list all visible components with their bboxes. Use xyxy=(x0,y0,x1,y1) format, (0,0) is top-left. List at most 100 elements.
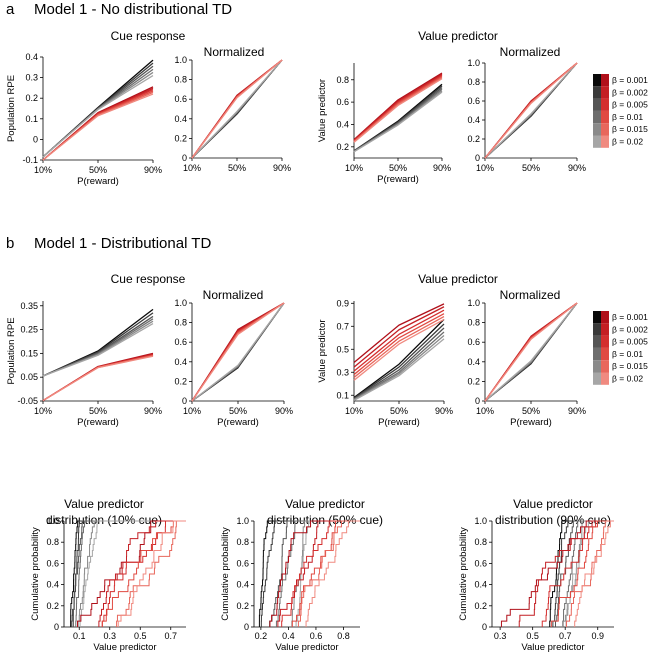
a_cue_norm-ytick-label-2: 0.4 xyxy=(174,114,187,124)
a_cue-ytick-label-5: 0.4 xyxy=(25,52,38,62)
cdf10-grey-cdf-1 xyxy=(71,520,186,627)
a_cue_norm-ytick-label-0: 0 xyxy=(182,153,187,163)
b_val_norm-red-series-4 xyxy=(484,302,578,402)
b_cue-xtick-label-1: 50% xyxy=(89,406,107,416)
cdf90-red-cdf-5 xyxy=(574,520,614,627)
a_cue-ylabel: Population RPE xyxy=(6,75,17,142)
a_val_norm-grey-series-2 xyxy=(484,62,578,159)
a_val_norm-grey-series-1 xyxy=(484,62,578,159)
a_val_norm-ytick-label-2: 0.4 xyxy=(467,115,480,125)
cdf10-red-cdf-5 xyxy=(117,520,186,627)
cdf90-chart: 0 0.2 0.4 0.6 0.8 1.0 0.3 0.5 0.7 0.9 Value predic… xyxy=(458,516,614,653)
b_val-ytick-label-3: 0.7 xyxy=(336,321,349,331)
cdf90-ytick-label-0: 0 xyxy=(482,622,487,632)
cdf90-xtick-label-0: 0.3 xyxy=(494,631,507,641)
cdf50-red-cdf-5 xyxy=(305,520,360,627)
a_cue_norm-xtick-label-2: 90% xyxy=(273,163,291,173)
a_val_norm-ytick-label-3: 0.6 xyxy=(467,96,480,106)
cdf10-ytick-label-3: 0.6 xyxy=(46,558,59,568)
b_cue_norm-xtick-label-1: 50% xyxy=(229,406,247,416)
a_cue-ytick-label-2: 0.1 xyxy=(25,114,38,124)
a_val_norm-red-series-5 xyxy=(484,62,578,159)
cdf10-xtick-label-1: 0.3 xyxy=(103,631,116,641)
cdf10-title-line2: distribution (10% cue) xyxy=(46,513,162,527)
a_val-grey-series-0 xyxy=(353,83,443,152)
a_val_norm-xtick-label-0: 10% xyxy=(476,163,494,173)
cdf90-grey-cdf-0 xyxy=(549,520,614,627)
cdf90-ytick-label-5: 1.0 xyxy=(474,516,487,526)
cdf10-xtick-label-3: 0.7 xyxy=(164,631,177,641)
a_cue_norm-ytick-label-4: 0.8 xyxy=(174,75,187,85)
cdf90-ytick-label-3: 0.6 xyxy=(474,558,487,568)
legend-grey-swatch-5 xyxy=(593,372,601,385)
legend-label-2: β = 0.005 xyxy=(612,337,648,347)
b_val-ytick-label-2: 0.5 xyxy=(336,344,349,354)
b-cue-title: Cue response xyxy=(111,272,186,286)
cdf10-grey-cdf-0 xyxy=(70,520,186,627)
b_val-grey-series-3 xyxy=(353,331,445,400)
b_cue_norm-grey-series-1 xyxy=(191,302,285,402)
b_cue-ytick-label-2: 0.15 xyxy=(20,348,38,358)
cdf10-chart: 0 0.2 0.4 0.6 0.8 1.0 0.1 0.3 0.5 0.7 Value predic… xyxy=(30,516,186,653)
b_val_norm-grey-series-1 xyxy=(484,302,578,402)
b-cue-norm-title: Normalized xyxy=(203,288,264,302)
a_val_norm-ytick-label-0: 0 xyxy=(475,153,480,163)
a_val_norm-xtick-label-1: 50% xyxy=(522,163,540,173)
legend-grey-swatch-1 xyxy=(593,323,601,336)
a_cue-ytick-label-1: 0 xyxy=(33,134,38,144)
legend-red-swatch-2 xyxy=(601,98,609,111)
b_val-red-series-1 xyxy=(353,306,445,368)
a_cue_norm-ytick-label-5: 1.0 xyxy=(174,55,187,65)
b_val_norm-grey-series-2 xyxy=(484,302,578,402)
cdf10-title-line1: Value predictor xyxy=(64,497,144,511)
cdf10-ytick-label-2: 0.4 xyxy=(46,580,59,590)
a_val-xtick-label-2: 90% xyxy=(433,163,451,173)
cdf90-ytick-label-2: 0.4 xyxy=(474,580,487,590)
b_val_norm-ytick-label-3: 0.6 xyxy=(467,337,480,347)
legend-red-swatch-4 xyxy=(601,360,609,373)
b_val_norm-xlabel: P(reward) xyxy=(510,417,552,428)
a_cue-ytick-label-4: 0.3 xyxy=(25,73,38,83)
b_cue_norm-ytick-label-1: 0.2 xyxy=(174,376,187,386)
b_val-grey-series-2 xyxy=(353,327,445,400)
legends-layer: β = 0.001 β = 0.002 β = 0.005 β = 0.01 β = 0… xyxy=(593,74,648,385)
b_val_norm-grey-series-5 xyxy=(484,302,578,402)
b_val_norm-ytick-label-4: 0.8 xyxy=(467,318,480,328)
b_cue-xtick-label-0: 10% xyxy=(34,406,52,416)
b_cue_norm-ytick-label-4: 0.8 xyxy=(174,318,187,328)
cdf10-ytick-label-4: 0.8 xyxy=(46,537,59,547)
section-b-letter: b xyxy=(6,235,14,252)
legend-red-swatch-3 xyxy=(601,347,609,361)
a_cue_norm-grey-series-5 xyxy=(191,59,283,159)
section-a-letter: a xyxy=(6,1,15,18)
a_cue-xtick-label-0: 10% xyxy=(34,165,52,175)
cdf50-red-cdf-0 xyxy=(269,520,360,627)
b_cue_norm-red-series-3 xyxy=(191,302,285,402)
a_cue-red-series-4 xyxy=(42,91,154,161)
cdf10-xtick-label-2: 0.5 xyxy=(134,631,147,641)
b_val_norm-xtick-label-1: 50% xyxy=(522,406,540,416)
cdf10-grey-cdf-3 xyxy=(75,520,186,627)
b_val-grey-series-0 xyxy=(353,318,445,399)
cdf10-grey-cdf-2 xyxy=(72,520,186,627)
cdf50-title-line2: distribution (50% cue) xyxy=(267,513,383,527)
legend-red-swatch-1 xyxy=(601,323,609,336)
legend-grey-swatch-4 xyxy=(593,123,601,136)
b_cue_norm-ytick-label-5: 1.0 xyxy=(174,298,187,308)
a_val-ytick-label-2: 0.6 xyxy=(336,97,349,107)
b_val_norm-red-series-2 xyxy=(484,302,578,402)
cdf90-red-cdf-3 xyxy=(550,520,614,627)
b_val_norm-chart: 0 0.2 0.4 0.6 0.8 1.0 10% 50% 90% P(reward) xyxy=(467,298,586,428)
legend-grey-swatch-2 xyxy=(593,335,601,348)
a_val_norm-red-series-3 xyxy=(484,62,578,159)
b_cue_norm-ytick-label-3: 0.6 xyxy=(174,337,187,347)
a_val_norm-grey-series-0 xyxy=(484,62,578,159)
cdf90-ytick-label-4: 0.8 xyxy=(474,537,487,547)
b_val-chart: 0.1 0.3 0.5 0.7 0.9 10% 50% 90% P(reward) Value p… xyxy=(317,298,453,428)
b_cue-ytick-label-0: -0.05 xyxy=(17,396,38,406)
b_cue-red-series-1 xyxy=(42,353,154,402)
cdf10-red-cdf-0 xyxy=(77,520,186,627)
b_val_norm-ytick-label-1: 0.2 xyxy=(467,376,480,386)
legend-red-swatch-0 xyxy=(601,311,609,324)
